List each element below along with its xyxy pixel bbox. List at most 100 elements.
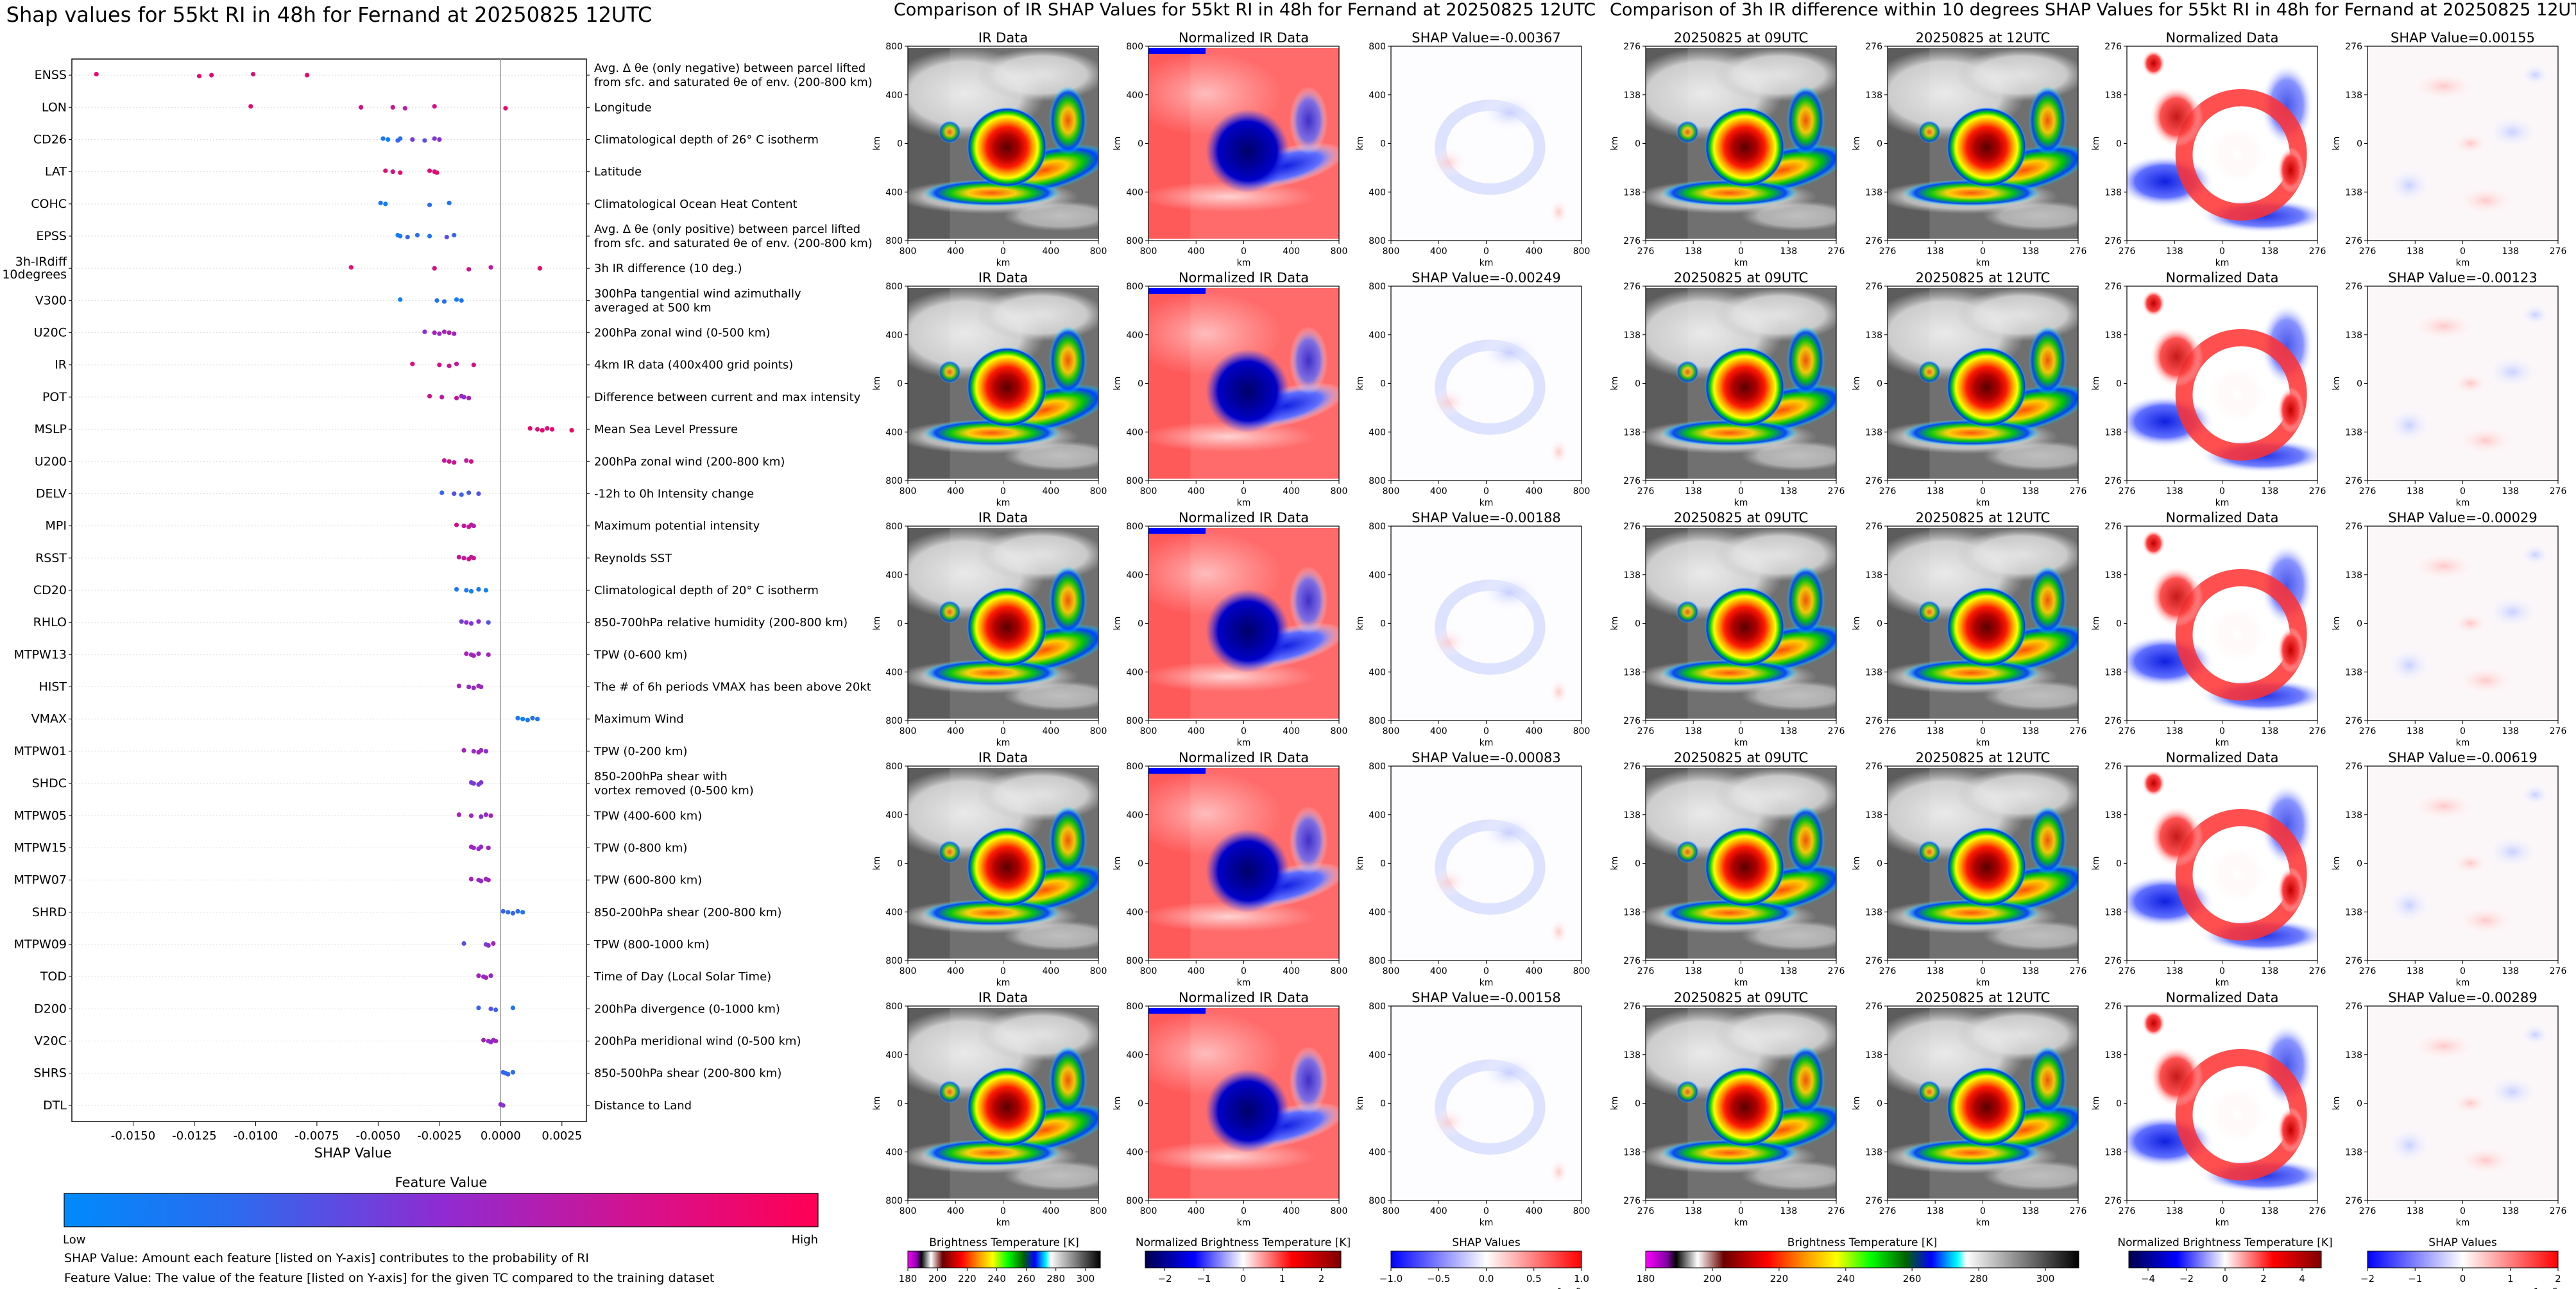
- panel-title: SHAP Value=0.00155: [2391, 30, 2535, 46]
- y-tick-label: 0: [1635, 619, 1641, 629]
- shap-point: [454, 522, 459, 527]
- panel-title: Normalized Data: [2166, 30, 2279, 46]
- x-tick-label: 276: [1879, 726, 1897, 737]
- shap-point: [471, 363, 476, 368]
- shap-point: [402, 106, 407, 111]
- x-axis-label: km: [1480, 978, 1494, 988]
- shap-point: [444, 234, 449, 240]
- x-tick-label: 800: [900, 486, 917, 497]
- panel-title: SHAP Value=-0.00619: [2388, 750, 2538, 765]
- shap-point: [454, 395, 459, 401]
- x-tick-label: 276: [1828, 1206, 1845, 1216]
- x-tick-label: 400: [947, 1206, 964, 1216]
- y-tick-label: 138: [2345, 187, 2362, 198]
- y-tick-label: 0: [1138, 859, 1143, 869]
- x-tick-label: 800: [900, 726, 917, 737]
- y-tick-label: 0: [1877, 619, 1882, 629]
- x-axis-label: km: [1976, 738, 1990, 748]
- panel-image: [908, 1008, 1098, 1199]
- x-tick-label: -0.0125: [172, 1129, 216, 1143]
- x-tick-label: 276: [2550, 966, 2567, 977]
- shap-point: [456, 683, 462, 688]
- x-tick-label: 138: [1780, 246, 1797, 257]
- x-tick-label: 800: [1573, 1206, 1591, 1216]
- x-tick-label: 276: [2070, 246, 2087, 257]
- shap-point: [447, 200, 452, 205]
- shap-point: [510, 910, 516, 916]
- x-axis-label: km: [996, 498, 1011, 508]
- x-axis-label: km: [1237, 1218, 1251, 1228]
- x-tick-label: 0.0000: [481, 1129, 521, 1143]
- y-tick-label: 276: [2345, 42, 2362, 52]
- shap-point: [506, 910, 511, 915]
- shap-point: [468, 459, 474, 464]
- shap-point: [483, 749, 489, 754]
- shap-point: [439, 490, 445, 495]
- panel-title: 20250825 at 09UTC: [1674, 990, 1809, 1005]
- shap-point: [466, 395, 472, 401]
- y-tick-label: 138: [2345, 427, 2362, 438]
- panel-image: [2115, 528, 2329, 719]
- x-tick-label: 276: [2359, 966, 2376, 977]
- y-tick-label: 0: [897, 619, 903, 629]
- shap-point: [383, 201, 388, 207]
- y-tick-label: 0: [897, 1099, 903, 1109]
- shap-point: [398, 234, 403, 239]
- x-tick-label: 0: [1241, 1206, 1247, 1216]
- x-axis-label: km: [2215, 978, 2230, 988]
- y-tick-label: 138: [1865, 810, 1882, 821]
- feature-desc-16: Climatological depth of 20° C isotherm: [594, 584, 819, 597]
- panel-title: IR Data: [978, 990, 1028, 1005]
- x-tick-label: 400: [1430, 246, 1447, 257]
- x-tick-label: 0: [1241, 246, 1247, 257]
- y-axis-label: km: [1355, 1097, 1365, 1111]
- x-tick-label: 138: [2407, 1206, 2424, 1216]
- y-tick-label: 276: [2104, 522, 2122, 532]
- y-tick-label: 276: [2345, 522, 2362, 532]
- x-tick-label: 138: [2502, 1206, 2519, 1216]
- y-tick-label: 138: [1865, 1050, 1882, 1061]
- feature-code-1: LON: [42, 100, 67, 114]
- y-tick-label: 0: [2357, 1099, 2362, 1109]
- colorbar-low: Low: [63, 1233, 85, 1247]
- shap-point: [461, 941, 466, 946]
- y-axis-label: km: [2332, 617, 2342, 631]
- x-tick-label: 276: [1637, 966, 1655, 977]
- colorbar-tick-label: 1: [2507, 1273, 2514, 1285]
- panel-image: [2115, 288, 2329, 479]
- feature-code-32: DTL: [43, 1098, 67, 1113]
- shap-point: [447, 363, 452, 368]
- colorbar-offset: 1e−5: [1557, 1287, 1582, 1289]
- x-axis-label: km: [2456, 978, 2470, 988]
- feature-code-3: LAT: [45, 165, 67, 179]
- x-tick-label: 800: [1140, 486, 1157, 497]
- y-axis-label: km: [1113, 1097, 1123, 1111]
- panel-image: [2367, 48, 2558, 239]
- shap-point: [422, 138, 427, 143]
- shap-point: [437, 331, 442, 336]
- x-axis-label: km: [1734, 498, 1748, 508]
- y-tick-label: 276: [2104, 476, 2122, 486]
- feature-desc-20: Maximum Wind: [594, 713, 684, 726]
- y-tick-label: 400: [1369, 810, 1386, 821]
- shap-point: [464, 588, 469, 593]
- x-axis-label: km: [1237, 738, 1251, 748]
- panel-title: Normalized Data: [2166, 270, 2279, 286]
- panel-image: [908, 528, 1098, 719]
- x-tick-label: 138: [2261, 966, 2278, 977]
- y-tick-label: 800: [1369, 522, 1386, 532]
- shap-point: [427, 234, 432, 239]
- panel-title: 20250825 at 12UTC: [1916, 270, 2051, 286]
- panel-title: 20250825 at 09UTC: [1674, 30, 1809, 46]
- x-tick-label: 0: [1980, 966, 1986, 977]
- colorbar: [2128, 1251, 2322, 1268]
- y-axis-label: km: [872, 1097, 882, 1111]
- y-tick-label: 276: [1623, 1196, 1641, 1206]
- x-tick-label: 276: [2550, 246, 2567, 257]
- shap-point: [479, 814, 484, 819]
- x-axis-label: km: [1976, 1218, 1990, 1228]
- colorbar-tick-label: 220: [1770, 1273, 1789, 1285]
- feature-desc-23: TPW (400-600 km): [593, 809, 702, 823]
- feature-desc-7: 300hPa tangential wind azimuthally averag…: [594, 287, 801, 314]
- x-tick-label: 0: [1483, 1206, 1489, 1216]
